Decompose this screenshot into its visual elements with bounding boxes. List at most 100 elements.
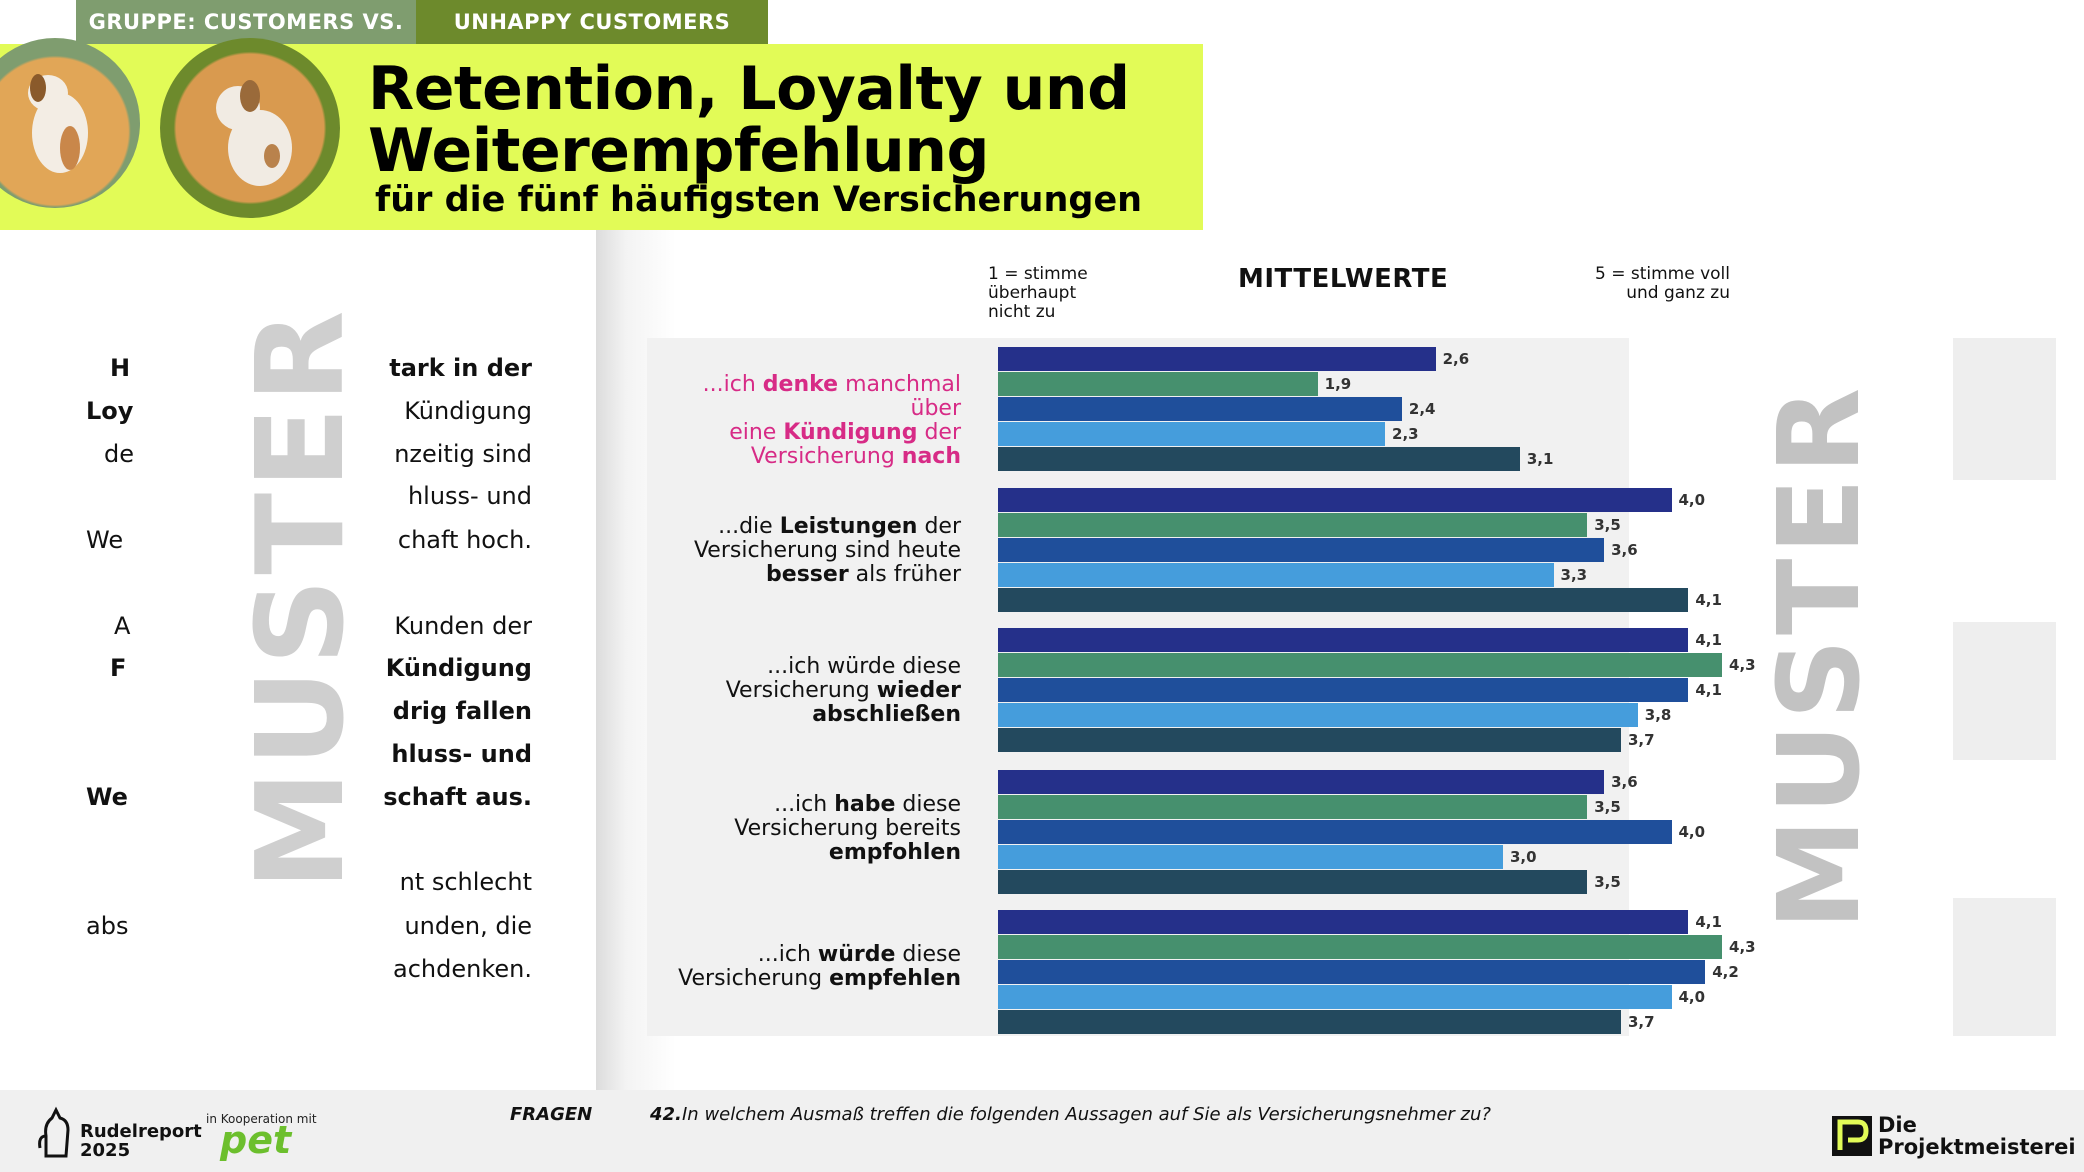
- dog-icon: [28, 74, 88, 173]
- intro-text-right-fragment: hluss- und: [407, 482, 532, 510]
- bar-value-label: 3,1: [1526, 450, 1554, 468]
- bar-value-label: 3,0: [1510, 848, 1537, 866]
- bar-value-label: 4,1: [1695, 631, 1722, 649]
- bar: [998, 770, 1605, 794]
- category-label-run: habe: [834, 792, 896, 817]
- intro-text-right-fragment: schaft aus.: [383, 783, 532, 811]
- bar-value-label: 3,5: [1594, 516, 1621, 534]
- category-label-run: abschließen: [812, 702, 961, 727]
- company-line-1: Die: [1878, 1113, 1917, 1137]
- bar: [998, 488, 1672, 512]
- intro-text-right-fragment: Kunden der: [394, 612, 532, 640]
- category-label-run: ...ich: [774, 792, 835, 817]
- category-label: ...ich würde diese Versicherung wieder abs…: [647, 655, 961, 727]
- bar-value-label: 1,9: [1324, 375, 1352, 393]
- bar-value-label: 2,6: [1442, 350, 1470, 368]
- bar-value-label: 3,6: [1611, 541, 1638, 559]
- category-label-run: Versicherung bereits: [734, 816, 961, 841]
- intro-text-right-fragment: tark in der: [389, 354, 532, 382]
- question-text: In welchem Ausmaß treffen die folgenden …: [682, 1104, 1491, 1125]
- coop-label: in Kooperation mit: [206, 1112, 317, 1126]
- category-label-run: als früher: [848, 562, 961, 587]
- bar: [998, 628, 1689, 652]
- bar: [998, 513, 1588, 537]
- dog-photo-2: [160, 38, 340, 218]
- group-tab-left-label: GRUPPE: CUSTOMERS VS.: [88, 10, 404, 34]
- bar-value-label: 3,5: [1594, 798, 1621, 816]
- bar: [998, 1010, 1621, 1034]
- category-label-run: würde: [817, 942, 896, 967]
- intro-text-left-fragment: abs: [86, 912, 129, 940]
- bar-value-label: 3,6: [1611, 773, 1638, 791]
- bar-value-label: 2,4: [1408, 400, 1436, 418]
- intro-text-right-fragment: nt schlecht: [399, 868, 532, 896]
- intro-text-left-fragment: Loy: [86, 397, 134, 425]
- bar-value-label: 3,5: [1594, 873, 1621, 891]
- bar: [998, 538, 1605, 562]
- brand-line-2: 2025: [80, 1140, 131, 1161]
- category-label-run: diese: [895, 942, 961, 967]
- category-label-run: ...die: [718, 514, 780, 539]
- intro-text-right-fragment: Kündigung: [385, 654, 532, 682]
- bar-value-label: 4,1: [1695, 591, 1722, 609]
- intro-text-left-fragment: F: [110, 654, 127, 682]
- category-label-run: manchmal über: [838, 372, 961, 421]
- chart-title: MITTELWERTE: [1238, 264, 1449, 294]
- fragen-label: FRAGEN: [510, 1104, 593, 1125]
- bar: [998, 397, 1402, 421]
- bar-value-label: 3,7: [1627, 731, 1655, 749]
- bar-value-label: 4,0: [1678, 823, 1706, 841]
- category-label-run: nach: [901, 444, 961, 469]
- brand-name: Rudelreport 2025: [80, 1122, 202, 1160]
- intro-text-left-fragment: A: [114, 612, 131, 640]
- bar: [998, 347, 1436, 371]
- intro-text-right-fragment: drig fallen: [392, 697, 532, 725]
- bar: [998, 588, 1689, 612]
- intro-text-left-fragment: de: [104, 440, 134, 468]
- coop-brand: pet: [220, 1118, 292, 1162]
- category-label-run: Versicherung sind heute: [693, 538, 961, 563]
- side-box-3: [1953, 898, 2056, 1036]
- category-label: ...ich würde diese Versicherung empfehlen: [647, 943, 961, 991]
- bar: [998, 372, 1318, 396]
- intro-text-left-fragment: We: [86, 526, 124, 554]
- company-name: Die Projektmeisterei: [1878, 1114, 2076, 1158]
- category-label-run: Versicherung: [678, 966, 830, 991]
- bar: [998, 985, 1672, 1009]
- category-label-run: ...ich würde diese: [767, 654, 961, 679]
- category-label-run: Versicherung: [750, 444, 902, 469]
- footer: [0, 1090, 2084, 1172]
- projektmeisterei-logo-icon: [1832, 1116, 1872, 1156]
- intro-text-right-fragment: hluss- und: [391, 740, 532, 768]
- dog-logo-icon: [38, 1106, 70, 1158]
- category-label-run: empfehlen: [829, 966, 961, 991]
- category-label-run: denke: [762, 372, 839, 397]
- bar: [998, 678, 1689, 702]
- bar: [998, 820, 1672, 844]
- group-tab-left: GRUPPE: CUSTOMERS VS.: [76, 0, 416, 44]
- bar: [998, 910, 1689, 934]
- category-label-run: empfohlen: [828, 840, 961, 865]
- bar: [998, 703, 1638, 727]
- category-label-run: der: [917, 514, 961, 539]
- category-label-run: wieder: [876, 678, 961, 703]
- category-label-run: Versicherung: [725, 678, 877, 703]
- title-line-1: Retention, Loyalty und: [368, 54, 1130, 124]
- category-label-run: diese: [895, 792, 961, 817]
- bar-value-label: 3,3: [1560, 566, 1588, 584]
- bar: [998, 935, 1723, 959]
- bar-value-label: 4,3: [1729, 938, 1756, 956]
- dog-photo-1: [0, 38, 140, 208]
- intro-text-left-fragment: We: [86, 783, 128, 811]
- watermark-left: MUSTER: [232, 306, 371, 890]
- bar: [998, 422, 1386, 446]
- category-label: ...ich denke manchmal über eine Kündigung…: [647, 373, 961, 469]
- bar-value-label: 4,0: [1678, 988, 1706, 1006]
- category-label-run: Kündigung: [783, 420, 918, 445]
- bar-value-label: 4,1: [1695, 681, 1722, 699]
- side-box-2: [1953, 622, 2056, 760]
- bar: [998, 728, 1621, 752]
- category-label-run: ...ich: [702, 372, 763, 397]
- bar-value-label: 4,1: [1695, 913, 1722, 931]
- category-label: ...ich habe diese Versicherung bereits emp…: [647, 793, 961, 865]
